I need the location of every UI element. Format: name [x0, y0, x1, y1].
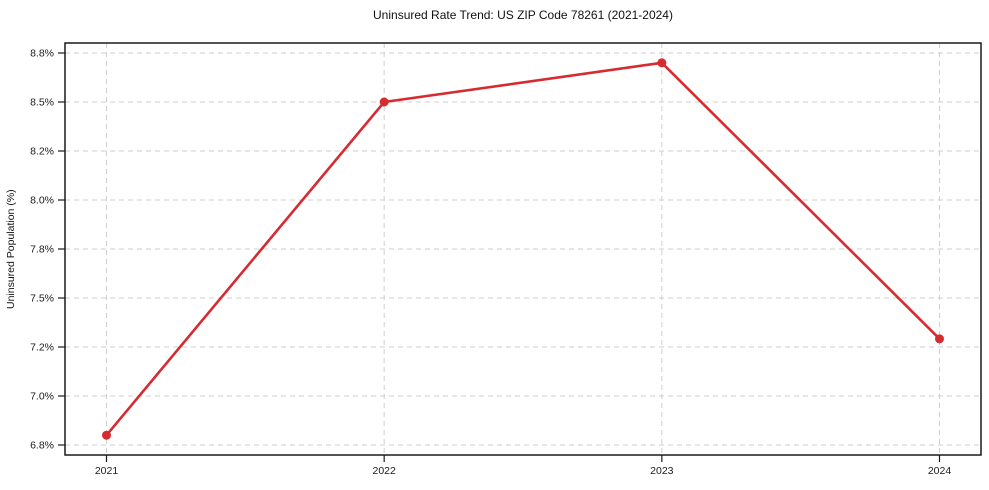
y-tick-label: 7.0% [30, 391, 54, 403]
x-tick-label: 2024 [928, 465, 952, 477]
data-point-2022 [379, 97, 389, 107]
y-tick-label: 7.2% [30, 342, 54, 354]
y-tick-label: 7.5% [30, 293, 54, 305]
chart-title: Uninsured Rate Trend: US ZIP Code 78261 … [373, 8, 673, 22]
data-point-2024 [935, 334, 944, 344]
y-tick-label: 8.8% [30, 48, 54, 60]
trend-line [105, 61, 941, 437]
data-point-2021 [102, 430, 111, 440]
y-tick-label: 7.8% [30, 244, 54, 256]
x-tick-label: 2021 [95, 465, 119, 477]
y-axis-label: Uninsured Population (%) [5, 189, 17, 309]
data-point-2023 [657, 58, 667, 68]
y-tick-label: 6.8% [30, 440, 54, 452]
y-tick-label: 8.5% [30, 97, 54, 109]
y-tick-label: 8.0% [30, 195, 54, 207]
x-tick-label: 2023 [650, 465, 674, 477]
y-tick-label: 8.2% [30, 146, 54, 158]
x-tick-label: 2022 [372, 465, 396, 477]
